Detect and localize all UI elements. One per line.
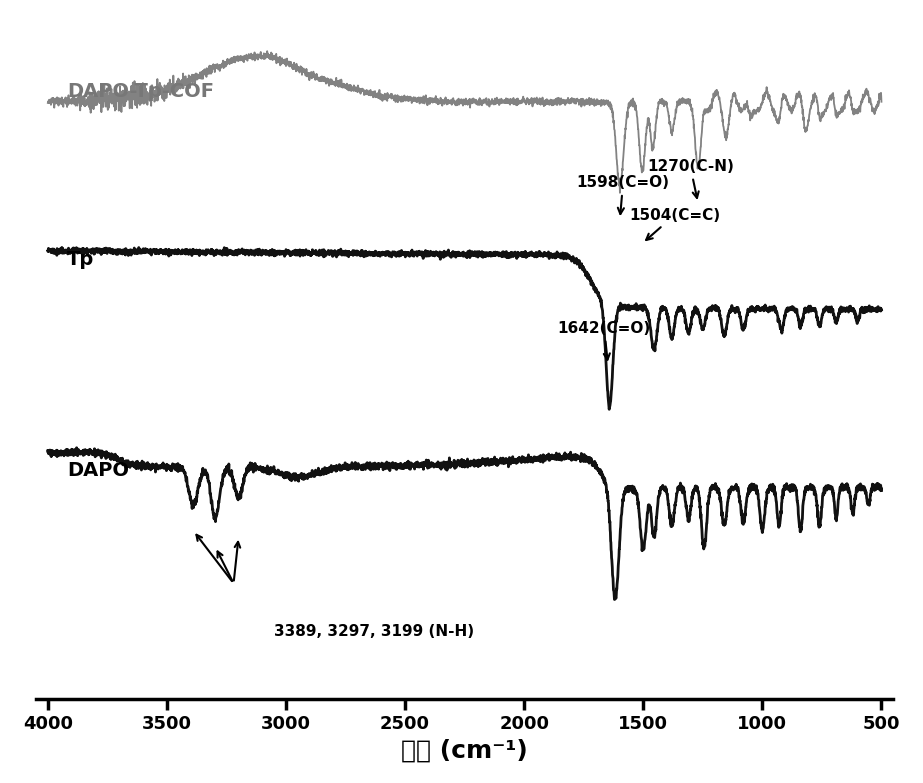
Text: 1504(C=C): 1504(C=C) bbox=[629, 207, 720, 240]
X-axis label: 波数 (cm⁻¹): 波数 (cm⁻¹) bbox=[402, 738, 528, 762]
Text: Tp: Tp bbox=[66, 250, 94, 269]
Text: DAPO: DAPO bbox=[66, 460, 129, 479]
Text: 1270(C-N): 1270(C-N) bbox=[647, 159, 734, 198]
Text: 1642(C=O): 1642(C=O) bbox=[557, 321, 651, 359]
Text: DAPO-Tp-COF: DAPO-Tp-COF bbox=[66, 82, 214, 101]
Text: 3389, 3297, 3199 (N-H): 3389, 3297, 3199 (N-H) bbox=[274, 624, 474, 639]
Text: 1598(C=O): 1598(C=O) bbox=[577, 175, 669, 214]
